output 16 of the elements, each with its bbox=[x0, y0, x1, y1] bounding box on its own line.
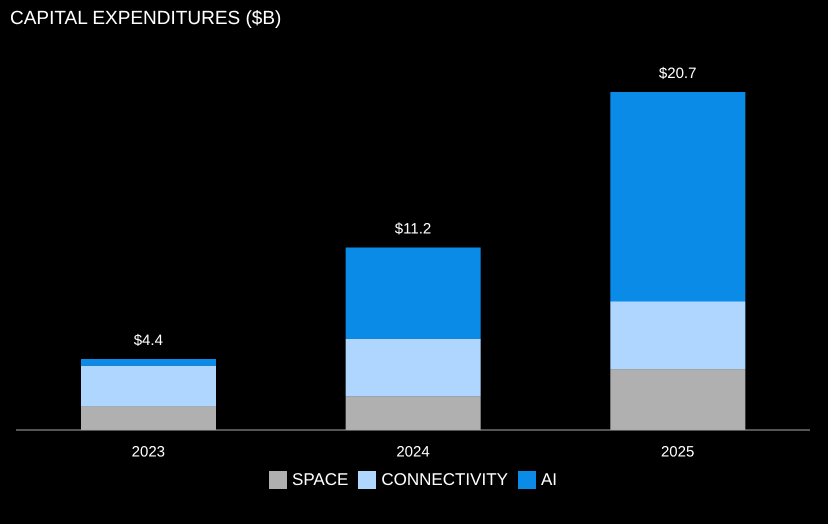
annotation: $20.7 bbox=[658, 65, 696, 82]
x-tick-label: 2024 bbox=[396, 444, 430, 461]
legend-label: CONNECTIVITY bbox=[380, 470, 508, 490]
legend-label: SPACE bbox=[291, 470, 348, 490]
bar bbox=[610, 92, 746, 302]
annotation: $11.2 bbox=[394, 220, 432, 238]
annotation: $4.4 bbox=[134, 332, 163, 350]
x-tick-label: 2023 bbox=[132, 444, 166, 461]
x-tick-label: 2025 bbox=[660, 444, 694, 461]
bar bbox=[346, 338, 481, 396]
bar bbox=[81, 359, 216, 366]
bar bbox=[346, 247, 481, 339]
legend-label: AI bbox=[540, 470, 557, 490]
chart-title: CAPITAL EXPENDITURES ($B) bbox=[10, 8, 282, 30]
bar bbox=[81, 366, 216, 406]
bar bbox=[610, 302, 746, 370]
